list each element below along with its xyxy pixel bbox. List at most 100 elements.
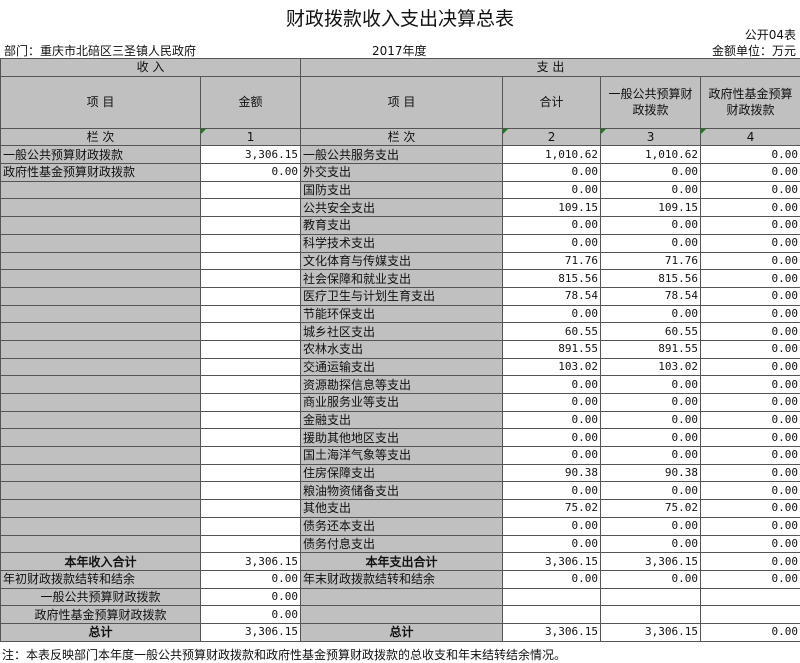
col-no-2: 2 <box>502 127 602 147</box>
table-row: 医疗卫生与计划生育支出 78.54 78.54 0.00 <box>0 286 800 306</box>
expense-total: 0.00 <box>502 180 602 200</box>
expense-total: 71.76 <box>502 251 602 271</box>
expense-fund: 0.00 <box>700 339 800 359</box>
expense-fund: 0.00 <box>700 145 800 165</box>
expense-header: 支 出 <box>300 58 800 77</box>
expense-total: 0.00 <box>502 216 602 235</box>
income-item-label <box>0 339 201 359</box>
income-amount <box>199 375 302 394</box>
expense-item-label: 国防支出 <box>300 180 504 200</box>
expense-fund: 0.00 <box>700 286 800 306</box>
expense-total: 0.00 <box>502 446 602 465</box>
expense-subtotal-total: 3,306.15 <box>502 552 602 571</box>
expense-general: 1,010.62 <box>600 145 702 165</box>
income-item-label: 一般公共预算财政拨款 <box>0 145 201 165</box>
expense-item-label: 资源勘探信息等支出 <box>300 375 504 394</box>
income-amount <box>199 269 302 288</box>
table-row: 债务还本支出 0.00 0.00 0.00 <box>0 516 800 536</box>
expense-fund: 0.00 <box>700 375 800 394</box>
empty-cell <box>300 587 504 607</box>
expense-fund: 0.00 <box>700 304 800 324</box>
income-item-label <box>0 393 201 412</box>
expense-total: 90.38 <box>502 463 602 483</box>
expense-fund-header: 政府性基金预算财政拨款 <box>700 75 800 129</box>
expense-general: 0.00 <box>600 516 702 536</box>
table-row: 教育支出 0.00 0.00 0.00 <box>0 216 800 235</box>
income-amount <box>199 304 302 324</box>
col-no-3: 3 <box>600 127 702 147</box>
expense-general: 0.00 <box>600 233 702 253</box>
expense-total: 0.00 <box>502 410 602 430</box>
expense-general: 0.00 <box>600 375 702 394</box>
expense-item-label: 农林水支出 <box>300 339 504 359</box>
income-item-label <box>0 481 201 501</box>
expense-fund: 0.00 <box>700 269 800 288</box>
row-no-label: 栏 次 <box>300 127 504 147</box>
income-item-label <box>0 269 201 288</box>
table-row: 城乡社区支出 60.55 60.55 0.00 <box>0 322 800 341</box>
expense-item-label: 粮油物资储备支出 <box>300 481 504 501</box>
income-item-label <box>0 499 201 518</box>
expense-general: 891.55 <box>600 339 702 359</box>
table-row: 住房保障支出 90.38 90.38 0.00 <box>0 463 800 483</box>
expense-fund: 0.00 <box>700 534 800 554</box>
expense-general: 71.76 <box>600 251 702 271</box>
expense-general: 0.00 <box>600 534 702 554</box>
expense-item-label: 住房保障支出 <box>300 463 504 483</box>
table-row: 社会保障和就业支出 815.56 815.56 0.00 <box>0 269 800 288</box>
income-header: 收 入 <box>0 58 302 77</box>
expense-item-label: 医疗卫生与计划生育支出 <box>300 286 504 306</box>
expense-total-label: 总计 <box>300 622 504 642</box>
expense-item-label: 科学技术支出 <box>300 233 504 253</box>
expense-fund: 0.00 <box>700 428 800 448</box>
table-row: 粮油物资储备支出 0.00 0.00 0.00 <box>0 481 800 501</box>
expense-subtotal-general: 3,306.15 <box>600 552 702 571</box>
income-item-label <box>0 428 201 448</box>
carryover-fund-row: 政府性基金预算财政拨款 0.00 <box>0 605 800 624</box>
expense-general: 60.55 <box>600 322 702 341</box>
expense-fund: 0.00 <box>700 163 800 182</box>
end-carryover-fund: 0.00 <box>700 569 800 589</box>
expense-item-label: 其他支出 <box>300 499 504 518</box>
income-amount <box>199 357 302 377</box>
expense-fund: 0.00 <box>700 233 800 253</box>
expense-item-label: 交通运输支出 <box>300 357 504 377</box>
income-amount <box>199 393 302 412</box>
income-amount <box>199 534 302 554</box>
expense-fund: 0.00 <box>700 251 800 271</box>
empty-cell <box>300 605 504 624</box>
expense-item-label: 债务付息支出 <box>300 534 504 554</box>
end-carryover-label: 年末财政拨款结转和结余 <box>300 569 504 589</box>
income-item-label: 政府性基金预算财政拨款 <box>0 163 201 182</box>
income-amount <box>199 499 302 518</box>
expense-subtotal-fund: 0.00 <box>700 552 800 571</box>
expense-fund: 0.00 <box>700 357 800 377</box>
expense-fund: 0.00 <box>700 180 800 200</box>
begin-general: 0.00 <box>199 587 302 607</box>
expense-total: 75.02 <box>502 499 602 518</box>
expense-fund: 0.00 <box>700 481 800 501</box>
expense-general: 0.00 <box>600 428 702 448</box>
expense-item-label: 教育支出 <box>300 216 504 235</box>
income-item-label <box>0 251 201 271</box>
expense-fund: 0.00 <box>700 463 800 483</box>
income-item-header: 项 目 <box>0 75 201 129</box>
expense-general: 0.00 <box>600 180 702 200</box>
income-amount-header: 金额 <box>199 75 302 129</box>
page-title: 财政拨款收入支出决算总表 <box>285 8 514 30</box>
table-row: 金融支出 0.00 0.00 0.00 <box>0 410 800 430</box>
income-amount <box>199 216 302 235</box>
expense-item-label: 公共安全支出 <box>300 198 504 218</box>
expense-item-label: 节能环保支出 <box>300 304 504 324</box>
empty-cell <box>502 605 602 624</box>
expense-subtotal-label: 本年支出合计 <box>300 552 504 571</box>
income-item-label <box>0 233 201 253</box>
expense-item-label: 国土海洋气象等支出 <box>300 446 504 465</box>
expense-total: 0.00 <box>502 516 602 536</box>
table-row: 文化体育与传媒支出 71.76 71.76 0.00 <box>0 251 800 271</box>
expense-total: 891.55 <box>502 339 602 359</box>
begin-fund-label: 政府性基金预算财政拨款 <box>0 605 201 624</box>
income-item-label <box>0 410 201 430</box>
expense-total: 0.00 <box>502 393 602 412</box>
income-amount <box>199 410 302 430</box>
